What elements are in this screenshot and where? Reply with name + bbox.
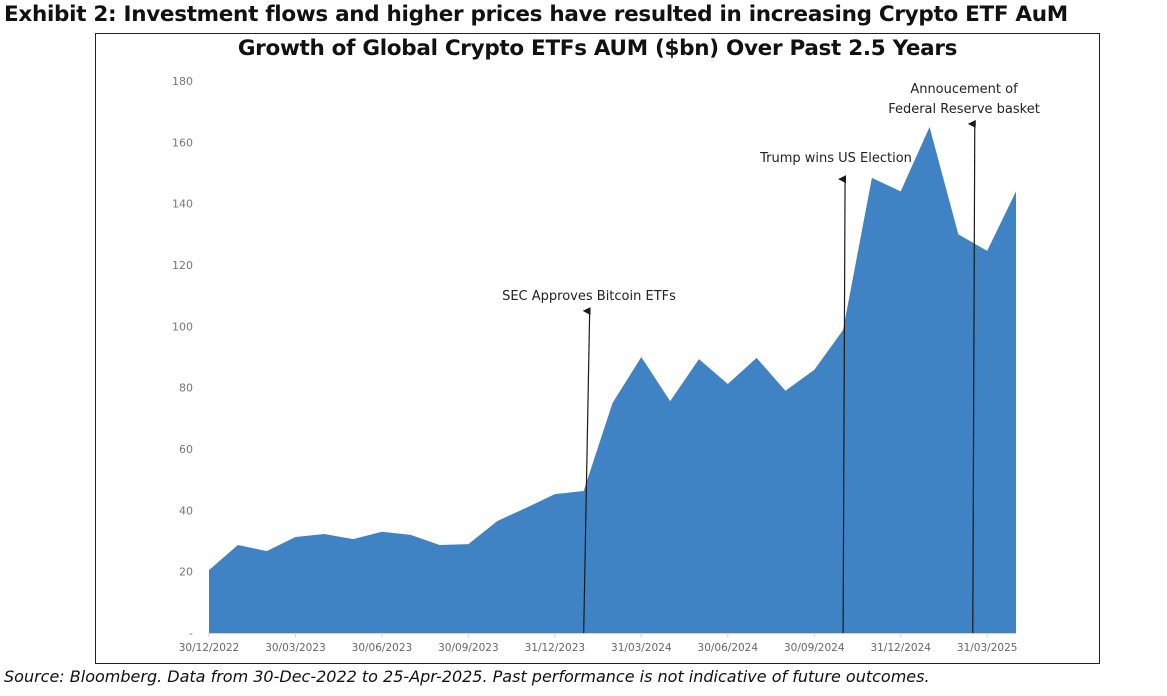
annotation-label: SEC Approves Bitcoin ETFs xyxy=(502,289,676,304)
chart-title: Growth of Global Crypto ETFs AUM ($bn) O… xyxy=(237,36,958,61)
annotation-arrow xyxy=(967,119,976,634)
x-tick-label: 31/03/2025 xyxy=(957,642,1018,654)
x-tick-label: 30/09/2023 xyxy=(438,642,499,654)
y-tick-label: 60 xyxy=(179,443,193,456)
area-layer xyxy=(209,127,1016,633)
y-tick-label: 120 xyxy=(172,259,193,272)
aum-area xyxy=(209,127,1016,633)
x-tick-label: 30/03/2023 xyxy=(265,642,326,654)
y-axis: - 20 40 60 80 100 120 140 160 180 xyxy=(172,75,193,640)
y-tick-label: 100 xyxy=(172,320,193,333)
x-tick-label: 30/09/2024 xyxy=(784,642,845,654)
source-note: Source: Bloomberg. Data from 30-Dec-2022… xyxy=(4,667,930,686)
x-tick-label: 30/06/2024 xyxy=(698,642,759,654)
x-tick-label: 30/12/2022 xyxy=(179,642,240,654)
x-tick-label: 30/06/2023 xyxy=(352,642,413,654)
y-tick-label: 140 xyxy=(172,198,193,211)
y-tick-label: 40 xyxy=(179,504,193,517)
exhibit-title: Exhibit 2: Investment flows and higher p… xyxy=(4,2,1068,27)
x-tick-label: 31/12/2024 xyxy=(870,642,931,654)
annotation-arrow xyxy=(582,307,591,634)
x-tick-label: 31/12/2023 xyxy=(525,642,586,654)
annotation-label: Federal Reserve basket xyxy=(888,102,1040,117)
y-tick-label: 20 xyxy=(179,566,193,579)
x-axis: 30/12/2022 30/03/2023 30/06/2023 30/09/2023… xyxy=(179,633,1018,654)
annotations: SEC Approves Bitcoin ETFs Trump wins US E… xyxy=(502,82,1040,634)
annotation-label: Trump wins US Election xyxy=(759,151,912,166)
y-tick-label: 80 xyxy=(179,382,193,395)
y-tick-label: 180 xyxy=(172,75,193,88)
annotation-arrow xyxy=(838,175,847,634)
y-tick-label: 160 xyxy=(172,136,193,149)
x-tick-label: 31/03/2024 xyxy=(611,642,672,654)
y-tick-label: - xyxy=(189,627,193,640)
annotation-label: Annoucement of xyxy=(910,82,1018,97)
